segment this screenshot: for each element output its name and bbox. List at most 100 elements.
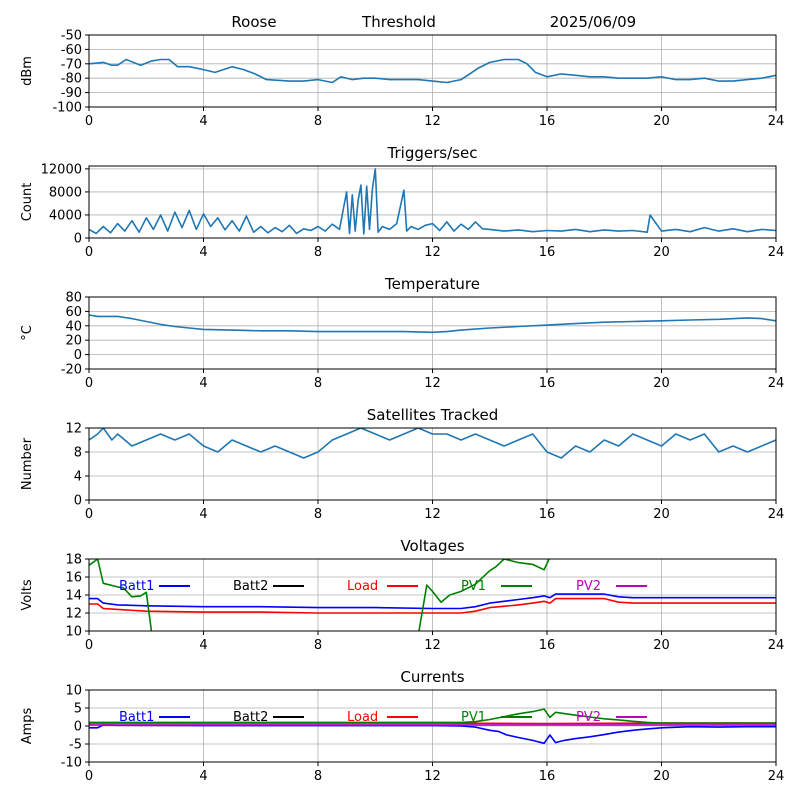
x-tick-label: 0 [85, 114, 93, 129]
x-tick-label: 0 [85, 376, 93, 391]
header-station: Roose [231, 13, 276, 31]
x-tick-label: 12 [424, 376, 441, 391]
y-tick-label: -10 [61, 756, 82, 771]
x-tick-label: 16 [539, 638, 556, 653]
x-tick-label: 24 [768, 245, 785, 260]
x-tick-label: 8 [314, 638, 322, 653]
legend-label-load: Load [347, 710, 378, 725]
y-tick-label: 12000 [41, 162, 82, 177]
y-axis-label: Volts [20, 579, 35, 611]
y-tick-label: 16 [65, 571, 82, 586]
subplot-0: 0 4 8 12 16 20 24 -100-90-80-70-60-50 dBm [20, 29, 784, 130]
y-tick-label: 14 [65, 589, 82, 604]
y-axis-label: Amps [20, 707, 35, 744]
y-tick-label: -60 [61, 43, 82, 58]
y-tick-label: 0 [74, 720, 82, 735]
chart-title: Currents [400, 668, 464, 686]
series-group [89, 428, 776, 459]
series-line-batt1 [89, 593, 776, 610]
y-tick-label: -70 [61, 57, 82, 72]
x-tick-label: 20 [653, 769, 670, 784]
x-tick-label: 16 [539, 769, 556, 784]
legend-label-batt1: Batt1 [119, 710, 154, 725]
plot-stack: 0 4 8 12 16 20 24-100-90-80-70-60-50dBmTrigger… [20, 29, 784, 785]
y-tick-label: 0 [74, 232, 82, 247]
y-tick-label: -20 [61, 363, 82, 378]
y-axis-label: dBm [20, 56, 35, 86]
x-tick-label: 0 [85, 638, 93, 653]
x-tick-label: 12 [424, 638, 441, 653]
x-tick-label: 12 [424, 507, 441, 522]
x-tick-label: 24 [768, 376, 785, 391]
y-tick-label: 80 [65, 291, 82, 306]
legend-label-pv2: PV2 [576, 710, 601, 725]
x-tick-label: 24 [768, 769, 785, 784]
y-axis-label: Count [20, 183, 35, 222]
x-tick-label: 12 [424, 245, 441, 260]
series-group [89, 58, 776, 84]
y-tick-label: 18 [65, 553, 82, 568]
series-line-pv1 [89, 708, 776, 724]
x-tick-label: 4 [199, 507, 207, 522]
x-tick-label: 4 [199, 114, 207, 129]
legend-label-pv2: PV2 [576, 579, 601, 594]
legend-label-pv1: PV1 [461, 710, 486, 725]
y-tick-label: 60 [65, 305, 82, 320]
y-tick-label: -100 [52, 101, 82, 116]
x-tick-label: 24 [768, 507, 785, 522]
series-group [89, 708, 776, 745]
legend-label-load: Load [347, 579, 378, 594]
y-tick-label: 12 [65, 422, 82, 437]
subplot-1: Triggers/sec 0 4 8 12 16 20 24 0 4000 8000 12000 Cou… [20, 144, 784, 260]
subplot-5: Currents 0 4 8 12 16 20 24 -10 -5 0 5 10 Amps Batt1 Bat… [20, 668, 784, 784]
y-tick-label: 12 [65, 607, 82, 622]
y-tick-label: 20 [65, 334, 82, 349]
x-tick-label: 8 [314, 507, 322, 522]
y-tick-label: -5 [69, 738, 82, 753]
y-tick-label: 40 [65, 319, 82, 334]
x-tick-label: 12 [424, 114, 441, 129]
x-tick-label: 20 [653, 376, 670, 391]
y-tick-label: 4 [74, 470, 82, 485]
chart-title: Satellites Tracked [367, 406, 498, 424]
subplot-4: Voltages 0 4 8 12 16 20 24 10 12 14 16 18 Volts Batt1 B… [20, 537, 784, 653]
x-tick-label: 8 [314, 376, 322, 391]
x-tick-label: 0 [85, 507, 93, 522]
series-group [89, 314, 776, 334]
legend-label-pv1: PV1 [461, 579, 486, 594]
x-tick-label: 24 [768, 114, 785, 129]
x-tick-label: 0 [85, 769, 93, 784]
x-tick-label: 20 [653, 507, 670, 522]
y-tick-label: 5 [74, 702, 82, 717]
x-tick-label: 16 [539, 507, 556, 522]
x-tick-label: 8 [314, 245, 322, 260]
y-tick-label: -80 [61, 72, 82, 87]
y-tick-label: 4000 [49, 208, 82, 223]
x-tick-label: 4 [199, 769, 207, 784]
series-group [89, 559, 776, 631]
x-tick-label: 16 [539, 376, 556, 391]
y-tick-label: 0 [74, 494, 82, 509]
chart-title: Temperature [384, 275, 480, 293]
x-tick-label: 4 [199, 638, 207, 653]
x-tick-label: 16 [539, 245, 556, 260]
chart-title: Voltages [400, 537, 464, 555]
legend-label-batt1: Batt1 [119, 579, 154, 594]
x-tick-label: 4 [199, 245, 207, 260]
series-line-pv1 [89, 559, 550, 631]
x-tick-label: 24 [768, 638, 785, 653]
x-tick-label: 8 [314, 769, 322, 784]
series-line-load [89, 597, 776, 614]
x-tick-label: 12 [424, 769, 441, 784]
x-tick-label: 16 [539, 114, 556, 129]
x-tick-label: 4 [199, 376, 207, 391]
series-line-0 [89, 58, 776, 84]
x-tick-label: 20 [653, 638, 670, 653]
y-tick-label: -50 [61, 29, 82, 44]
x-tick-label: 8 [314, 114, 322, 129]
x-tick-label: 20 [653, 114, 670, 129]
series-line-0 [89, 168, 776, 235]
legend-label-batt2: Batt2 [233, 579, 268, 594]
